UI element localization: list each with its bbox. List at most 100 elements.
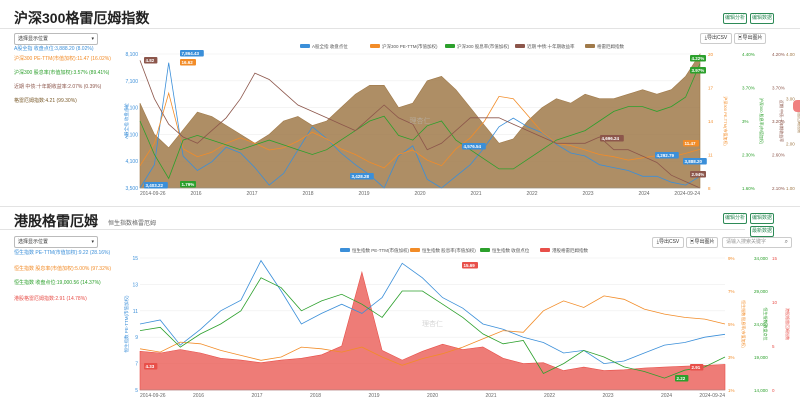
right-tick-label: 1.00 [786,186,795,191]
right-axis-label: 沪深300 股息率(市值加权) [759,98,765,145]
legend-label: A股全指 收盘点位 [312,43,348,50]
edit-analysis-button[interactable]: 编辑分析 [723,13,747,24]
data-label-box [655,152,679,159]
left-axis-label: 恒生指数 PE-TTM(市值加权) [123,295,130,352]
bottom-stats-panel: 恒生指数 PE-TTM(市值加权):9.22 (28.16%) 恒生指数 股息率… [14,250,111,320]
right-tick-label: 3.20% [772,119,785,124]
right-tick-label: 10 [772,300,778,305]
x-tick-label: 2017 [246,191,257,197]
x-tick-label: 2022 [526,191,537,197]
data-label: 2.22 [677,376,686,381]
legend-swatch [585,44,595,48]
stat-label: 沪深300 PE-TTM(市值加权): [14,56,78,62]
series-line [139,259,726,365]
export-csv-button[interactable]: ⤓导出CSV [700,33,732,44]
right-tick-label: 4.20% [772,52,785,57]
right-tick-label: 15 [772,256,778,261]
legend-swatch [480,248,490,252]
data-label-box [462,262,478,269]
right-tick-label: 24,000 [754,322,768,327]
x-tick-label: 2018 [310,393,321,399]
latest-data-button-hk[interactable]: 最新数据 [750,226,774,237]
top-stat-4: 格雷厄姆指数:4.21 (99.30%) [14,98,77,104]
stat-value: 4.21 (99.30%) [45,98,77,104]
right-tick-label: 4.40% [742,52,755,57]
edit-analysis-button-hk[interactable]: 编辑分析 [723,213,747,224]
bottom-stat-2: 恒生指数 收盘点位:19,000.56 (14.37%) [14,280,101,286]
side-feedback-tab[interactable] [793,100,800,112]
stat-label: 格雷厄姆指数: [14,98,46,104]
search-icon: ⌕ [784,239,788,245]
image-icon: ▣ [737,35,743,41]
right-axis-label: 沪深300 PE-TTM(市值加权) [723,96,729,146]
x-tick-label: 2020 [414,191,425,197]
x-tick-label: 2024 [638,191,649,197]
position-select-hk[interactable]: 选择显示位置 ▾ [14,236,98,248]
export-csv-label: 导出CSV [706,35,728,41]
export-csv-button-hk[interactable]: ⤓导出CSV [652,237,684,248]
top-stat-2: 沪深300 股息率(市值加权):3.57% (89.41%) [14,70,109,76]
x-tick-label: 2016 [190,191,201,197]
watermark: 理杏仁 [410,116,431,125]
chevron-down-icon: ▾ [91,239,94,245]
search-input[interactable]: 请输入搜索关键字 ⌕ [722,237,792,248]
data-label: 3,888.20 [685,159,703,164]
x-tick-label: 2022 [544,393,555,399]
x-tick-label: 2023 [602,393,613,399]
legend-label: 沪深300 PE-TTM(市值加权) [382,43,438,50]
series-line [139,91,701,169]
x-tick-label: 2018 [302,191,313,197]
data-label-box [144,182,168,189]
export-image-label: 导出图片 [694,239,715,245]
bottom-stat-1: 恒生指数 股息率(市值加权):5.00% (97.32%) [14,266,111,272]
data-label: 16.62 [182,60,194,65]
edit-data-button-hk[interactable]: 编辑数据 [750,213,774,224]
stat-label: A股全指 收盘点位: [14,46,56,52]
x-tick-label: 2014-09-26 [140,191,166,197]
legend-swatch [340,248,350,252]
export-csv-label: 导出CSV [658,239,680,245]
series-line [139,295,726,366]
data-label: 4.22% [692,56,705,61]
series-line [139,62,701,189]
legend-label: 港股格雷厄姆指数 [552,247,588,254]
legend-swatch [540,248,550,252]
x-tick-label: 2021 [470,191,481,197]
left-tick-label: 6,100 [125,106,138,112]
x-tick-label: 2014-09-26 [140,393,166,399]
data-label: 4,292.79 [657,153,675,158]
data-label: 2.91 [692,365,701,370]
left-tick-label: 7,100 [125,79,138,85]
legend-swatch [445,44,455,48]
top-stat-3: 近期 中债:十年期收益率:2.07% (0.39%) [14,84,101,90]
data-label-box [144,363,158,370]
right-tick-label: 9% [728,256,735,261]
stat-value: 11.47 (16.02%) [77,56,111,62]
stat-value: 3,888.20 (8.02%) [55,46,94,52]
right-tick-label: 1% [728,388,735,393]
top-divider [0,28,800,29]
chevron-down-icon: ▾ [91,36,94,42]
image-icon: ▣ [689,239,695,245]
data-label-box [600,135,624,142]
edit-data-button[interactable]: 编辑数据 [750,13,774,24]
right-tick-label: 3% [728,355,735,360]
data-label: 3.97% [692,68,705,73]
data-label: 15.69 [464,263,476,268]
position-select[interactable]: 选择显示位置 ▾ [14,33,98,45]
right-tick-label: 3.70% [742,86,755,91]
export-image-button[interactable]: ▣导出图片 [734,33,766,44]
legend-swatch [370,44,380,48]
data-label-box [690,171,706,178]
export-image-button-hk[interactable]: ▣导出图片 [686,237,718,248]
left-tick-label: 4,100 [125,159,138,165]
stat-value: 3.57% (89.41%) [73,70,110,76]
data-label: 3,403.22 [146,183,164,188]
left-tick-label: 8,100 [125,52,138,58]
right-axis-label: 港股格雷厄姆指数 [785,308,791,340]
x-tick-label: 2024-09-24 [699,393,725,399]
stat-value: 5.00% (97.32%) [75,266,111,272]
right-tick-label: 8 [708,186,711,191]
position-select-value: 选择显示位置 [18,36,49,42]
right-tick-label: 19,000 [754,355,768,360]
